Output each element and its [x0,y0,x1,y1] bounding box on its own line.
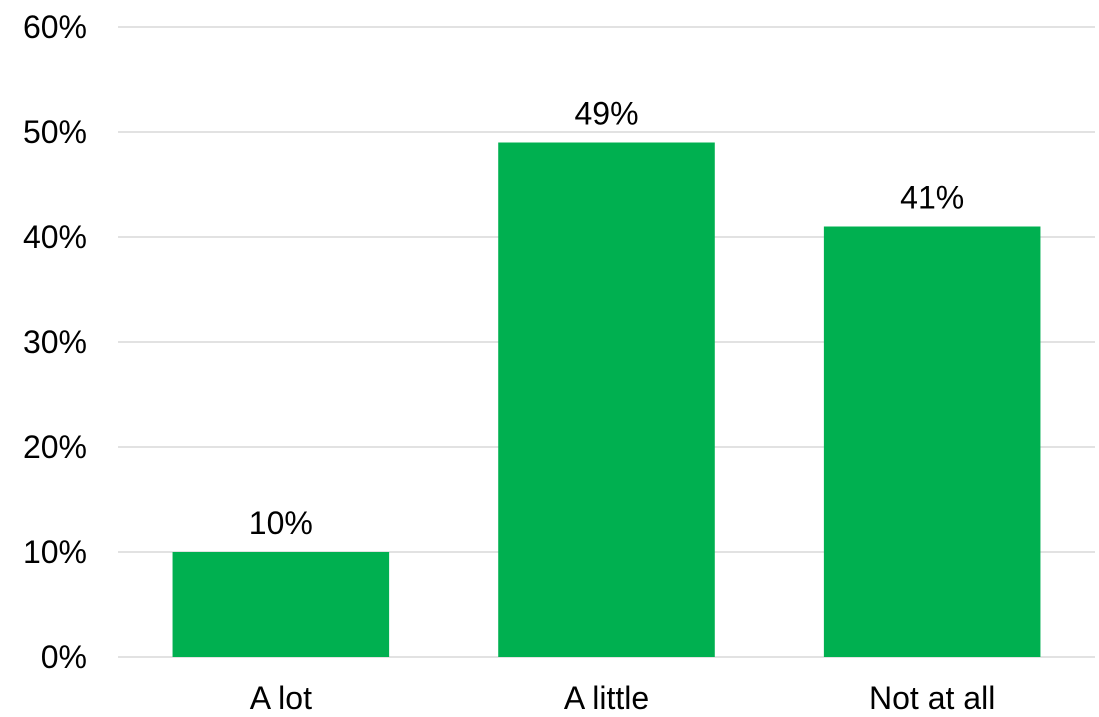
y-tick-label-5: 50% [23,114,87,150]
bar-0 [172,552,390,657]
bar-1 [498,142,715,657]
category-label-2: Not at all [869,680,995,716]
data-label-2: 41% [900,180,964,216]
category-label-1: A little [564,680,649,716]
y-tick-label-0: 0% [41,639,87,675]
data-label-1: 49% [574,96,638,132]
bars [172,142,1041,657]
y-tick-label-2: 20% [23,429,87,465]
y-tick-label-4: 40% [23,219,87,255]
data-label-0: 10% [249,505,313,541]
y-tick-label-3: 30% [23,324,87,360]
y-tick-label-6: 60% [23,9,87,45]
data-labels: 10% 49% 41% [249,96,964,542]
bar-2 [823,226,1041,657]
y-axis-tick-labels: 0% 10% 20% 30% 40% 50% 60% [23,9,87,675]
x-axis-category-labels: A lot A little Not at all [250,680,996,716]
category-label-0: A lot [250,680,312,716]
y-tick-label-1: 10% [23,534,87,570]
